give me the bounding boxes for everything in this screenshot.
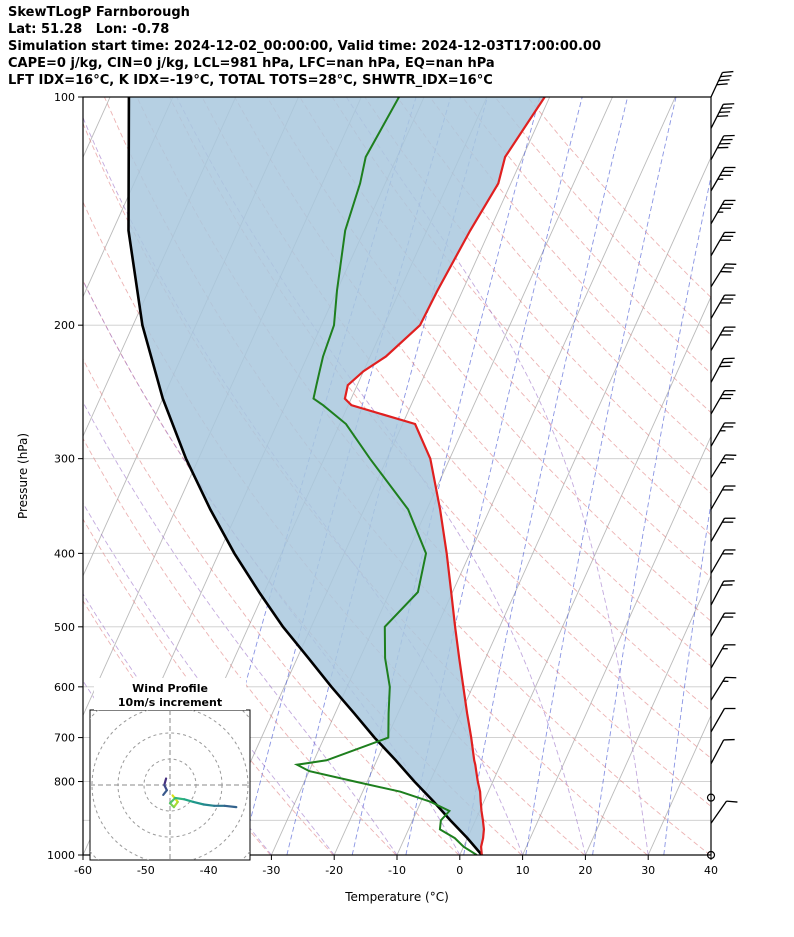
hodograph-subtitle: 10m/s increment bbox=[118, 696, 222, 709]
x-tick-label: 20 bbox=[578, 864, 592, 877]
chart-times: Simulation start time: 2024-12-02_00:00:… bbox=[8, 39, 601, 54]
chart-latlon: Lat: 51.28 Lon: -0.78 bbox=[8, 22, 170, 37]
dry-adiabat-line bbox=[429, 97, 711, 414]
y-tick-label: 300 bbox=[54, 453, 75, 466]
hodograph-trace-segment bbox=[168, 796, 177, 805]
dry-adiabat-line bbox=[83, 599, 271, 855]
cape-shading bbox=[128, 97, 545, 855]
y-axis-label: Pressure (hPa) bbox=[16, 433, 30, 519]
wind-barb-feather bbox=[716, 83, 728, 86]
moist-adiabat-line bbox=[83, 502, 335, 855]
chart-header: SkewTLogP Farnborough Lat: 51.28 Lon: -0… bbox=[8, 4, 601, 89]
wind-barb-feather bbox=[718, 79, 730, 82]
wind-barb-feather bbox=[726, 800, 738, 803]
y-tick-label: 100 bbox=[54, 91, 75, 104]
isotherm-line bbox=[647, 714, 711, 855]
dry-adiabat-line bbox=[266, 97, 711, 622]
x-tick-label: -10 bbox=[388, 864, 406, 877]
hodograph-trace-segment bbox=[192, 800, 205, 806]
x-tick-label: -40 bbox=[200, 864, 218, 877]
hodograph-trace-segment bbox=[223, 804, 238, 809]
chart-indices-1: CAPE=0 j/kg, CIN=0 j/kg, LCL=981 hPa, LF… bbox=[8, 56, 495, 71]
x-tick-label: -60 bbox=[74, 864, 92, 877]
mixing-ratio-line bbox=[525, 97, 677, 855]
hodograph-title-bg bbox=[94, 678, 246, 710]
isotherm-line bbox=[270, 97, 613, 855]
y-tick-label: 400 bbox=[54, 547, 75, 560]
dry-adiabat-line bbox=[83, 358, 460, 855]
isotherm-line bbox=[584, 574, 711, 855]
x-tick-label: 30 bbox=[641, 864, 655, 877]
dry-adiabat-line bbox=[331, 97, 711, 536]
wind-barbs-layer bbox=[706, 70, 738, 860]
y-tick-label: 500 bbox=[54, 621, 75, 634]
x-tick-label: 0 bbox=[456, 864, 463, 877]
hodograph-trace-segment bbox=[174, 796, 186, 801]
x-tick-label: 10 bbox=[516, 864, 530, 877]
wind-barb-feather bbox=[722, 70, 734, 74]
dewpoint-curve bbox=[293, 97, 478, 855]
isotherm-line bbox=[522, 435, 711, 855]
calm-wind-circle bbox=[706, 850, 716, 860]
dry-adiabat-line bbox=[83, 437, 397, 855]
profile-layer bbox=[127, 97, 546, 855]
x-axis-label: Temperature (°C) bbox=[344, 890, 449, 904]
isotherm-line bbox=[83, 97, 174, 298]
mixing-ratio-line bbox=[463, 97, 629, 855]
hodograph-layer bbox=[89, 709, 251, 861]
y-tick-label: 700 bbox=[54, 732, 75, 745]
wind-barb-staff bbox=[710, 800, 728, 824]
axes-layer: -60 -50 -40 -30 -20 -10 0 10 20 30 40 100 200 300 400 5… bbox=[47, 91, 718, 877]
chart-title: SkewTLogP Farnborough bbox=[8, 5, 190, 20]
wind-barb-staff bbox=[710, 708, 726, 733]
x-tick-label: 40 bbox=[704, 864, 718, 877]
y-tick-label: 800 bbox=[54, 776, 75, 789]
parcel-curve bbox=[127, 97, 483, 855]
chart-indices-2: LFT IDX=16°C, K IDX=-19°C, TOTAL TOTS=28… bbox=[8, 73, 493, 88]
dry-adiabat-line bbox=[462, 97, 711, 375]
shading-layer bbox=[128, 97, 545, 855]
dry-adiabat-line bbox=[299, 97, 711, 579]
hodograph-ring bbox=[143, 758, 197, 812]
mixing-ratio-line bbox=[240, 97, 452, 855]
hodograph-trace-segment bbox=[163, 777, 168, 787]
moist-adiabat-line bbox=[83, 116, 524, 855]
y-tick-label: 200 bbox=[54, 319, 75, 332]
wind-barb-feather bbox=[721, 107, 733, 109]
moist-adiabat-line bbox=[83, 401, 398, 855]
wind-barb-feather bbox=[720, 75, 732, 78]
hodograph-content bbox=[90, 710, 250, 860]
isotherm-line bbox=[459, 295, 711, 855]
hodograph-title: Wind Profile bbox=[132, 682, 208, 695]
wind-barb-feather bbox=[717, 115, 729, 117]
x-tick-label: -50 bbox=[137, 864, 155, 877]
dry-adiabat-line bbox=[364, 97, 711, 495]
wind-barb-feather bbox=[723, 103, 735, 105]
x-tick-label: -20 bbox=[325, 864, 343, 877]
hodograph-trace-segment bbox=[183, 798, 195, 804]
y-tick-label: 1000 bbox=[47, 849, 75, 862]
hodograph-trace-segment bbox=[162, 789, 168, 796]
calm-wind-circle bbox=[706, 793, 716, 802]
hodograph-trace-segment bbox=[202, 803, 216, 807]
mixing-ratio-line bbox=[592, 174, 711, 855]
wind-barb-feather bbox=[719, 111, 731, 113]
temperature-curve bbox=[343, 97, 546, 855]
moist-adiabat-line bbox=[83, 279, 461, 855]
hodograph-ring bbox=[91, 710, 249, 860]
x-tick-label: -30 bbox=[262, 864, 280, 877]
wind-barb-staff bbox=[710, 739, 725, 765]
y-tick-label: 600 bbox=[54, 681, 75, 694]
hodograph-ring bbox=[117, 732, 223, 838]
